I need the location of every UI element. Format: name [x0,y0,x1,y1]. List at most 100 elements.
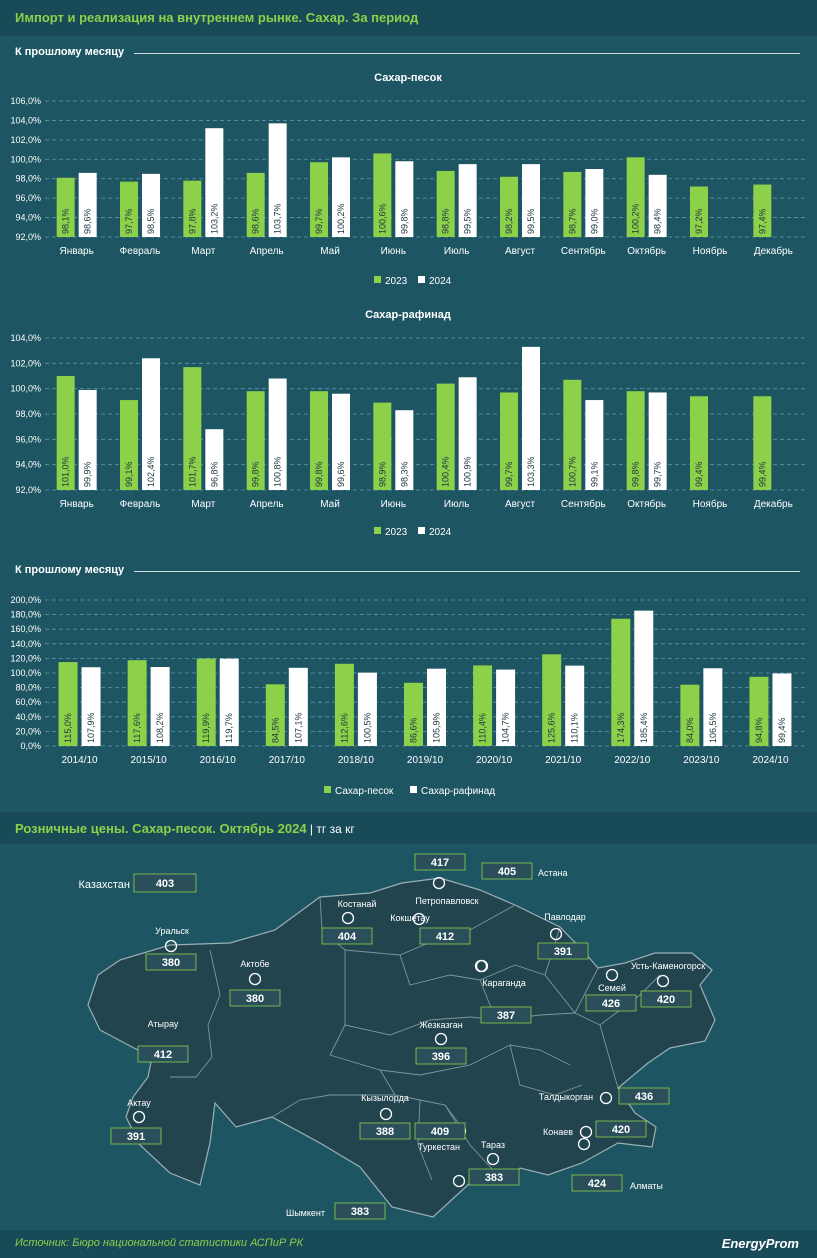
map-labels: Казахстан 403 417 Петропавловск 405 Астана 404… [78,853,705,1220]
city-name: Костанай [338,899,377,909]
bar [310,391,328,490]
x-tick-label: Июль [444,499,470,510]
bar-value-label: 98,4% [653,208,663,234]
city-name: Усть-Каменогорск [631,961,705,971]
bar-value-label: 86,6% [409,717,419,743]
bar [332,393,350,490]
bar-value-label: 112,6% [339,713,349,743]
section-divider-2 [134,571,800,572]
bar-value-label: 100,2% [336,203,346,234]
bar-value-label: 99,7% [653,461,663,487]
x-tick-label: Июнь [381,499,406,510]
city-price: 412 [436,931,454,943]
city-price-box [415,1047,467,1065]
bar-value-label: 99,5% [526,208,536,234]
bar [183,180,202,237]
city-price: 405 [498,866,516,878]
y-tick-label: 96,0% [15,193,41,203]
bar [634,610,654,746]
bar-value-label: 100,7% [567,456,577,487]
bar [334,663,354,746]
y-tick-label: 200,0% [10,595,41,605]
bar [473,665,493,746]
city-marker [579,1125,593,1139]
map-title: Розничные цены. Сахар-песок. Октябрь 202… [15,821,355,836]
y-tick-label: 100,0% [10,384,41,394]
bar [288,667,308,746]
bar-value-label: 100,4% [441,456,451,487]
legend-entry: 2024 [429,527,452,538]
city-price-box [137,1045,189,1063]
x-tick-label: Август [505,246,536,257]
map-title-bar: Розничные цены. Сахар-песок. Октябрь 202… [0,812,817,844]
city-price: 396 [432,1051,450,1063]
x-tick-label: Март [191,499,215,510]
x-tick-label: 2024/10 [752,755,789,766]
energyprom-logo: EnergyProm [721,1236,799,1251]
bar-value-label: 99,4% [757,461,767,487]
y-tick-label: 106,0% [10,96,41,106]
city-price: 409 [431,1126,449,1138]
bar [196,658,216,746]
bar-value-label: 115,0% [63,713,73,743]
city-name: Семей [598,983,626,993]
bar-value-label: 99,5% [463,208,473,234]
bar-value-label: 99,4% [777,717,787,743]
section-heading-1: К прошлому месяцу [15,46,125,58]
bar [78,389,97,490]
bar-value-label: 98,7% [567,208,577,234]
city-price-box [480,1006,532,1024]
y-tick-label: 20,0% [15,726,41,736]
legend-swatch [410,786,417,793]
legend-swatch [418,527,425,534]
bar [78,172,97,237]
city-price: 383 [351,1206,369,1218]
x-tick-label: 2015/10 [131,755,168,766]
page-title: Импорт и реализация на внутреннем рынке.… [15,10,419,25]
x-tick-label: Май [320,499,340,510]
city-price: 380 [162,957,180,969]
bar [565,665,585,746]
bar-value-label: 98,2% [504,208,514,234]
footer: Источник: Бюро национальной статистики А… [0,1230,817,1258]
bar-value-label: 97,4% [757,208,767,234]
city-price-box [481,862,533,880]
bar [246,391,265,490]
y-tick-label: 104,0% [10,333,41,343]
city-price: 387 [497,1010,515,1022]
bar-value-label: 174,3% [616,712,626,743]
city-name: Петропавловск [415,896,478,906]
city-price-box [359,1122,411,1140]
bar [500,176,518,237]
x-tick-label: Июнь [381,246,406,257]
city-marker [474,959,488,973]
bar-value-label: 107,9% [86,712,96,743]
bar-value-label: 102,4% [146,456,156,487]
bar-value-label: 99,1% [124,461,134,487]
city-price-box [537,942,589,960]
city-name: Туркестан [418,1142,460,1152]
city-marker [341,911,355,925]
bar [120,181,138,237]
bar [522,346,540,490]
city-marker [605,968,619,982]
city-name: Караганда [482,978,526,988]
bar-value-label: 99,6% [336,461,346,487]
bar [404,682,423,746]
legend-swatch [374,527,381,534]
y-tick-label: 120,0% [10,653,41,663]
y-tick-label: 160,0% [10,624,41,634]
city-marker [132,1110,146,1124]
city-price-box [414,853,466,871]
map-title-text: Розничные цены. Сахар-песок. Октябрь 202… [15,821,307,836]
y-tick-label: 98,0% [15,174,41,184]
y-tick-label: 40,0% [15,712,41,722]
bar [690,186,708,237]
bar [58,662,78,746]
x-tick-label: Декабрь [754,245,793,257]
bar [436,170,455,237]
bar-value-label: 119,9% [201,713,211,743]
x-tick-label: Июль [444,246,470,257]
city-marker [577,1137,591,1151]
bar [703,668,723,746]
